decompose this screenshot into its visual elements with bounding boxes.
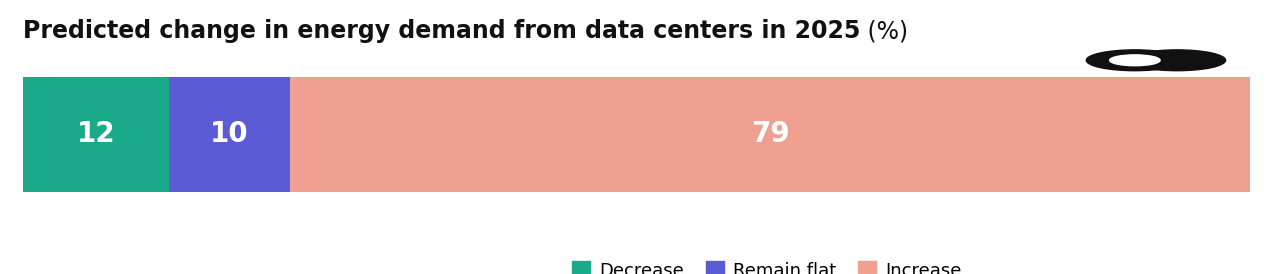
Circle shape bbox=[1109, 55, 1160, 66]
Text: Predicted change in energy demand from data centers in 2025: Predicted change in energy demand from d… bbox=[23, 19, 860, 43]
FancyBboxPatch shape bbox=[169, 77, 290, 192]
Text: 12: 12 bbox=[77, 120, 115, 148]
Circle shape bbox=[1128, 50, 1226, 71]
Text: 79: 79 bbox=[750, 120, 790, 148]
Text: 10: 10 bbox=[210, 120, 249, 148]
Text: (%): (%) bbox=[860, 19, 909, 43]
FancyBboxPatch shape bbox=[290, 77, 1250, 192]
Legend: Decrease, Remain flat, Increase: Decrease, Remain flat, Increase bbox=[565, 254, 969, 274]
FancyBboxPatch shape bbox=[23, 77, 169, 192]
Circle shape bbox=[1086, 50, 1183, 71]
